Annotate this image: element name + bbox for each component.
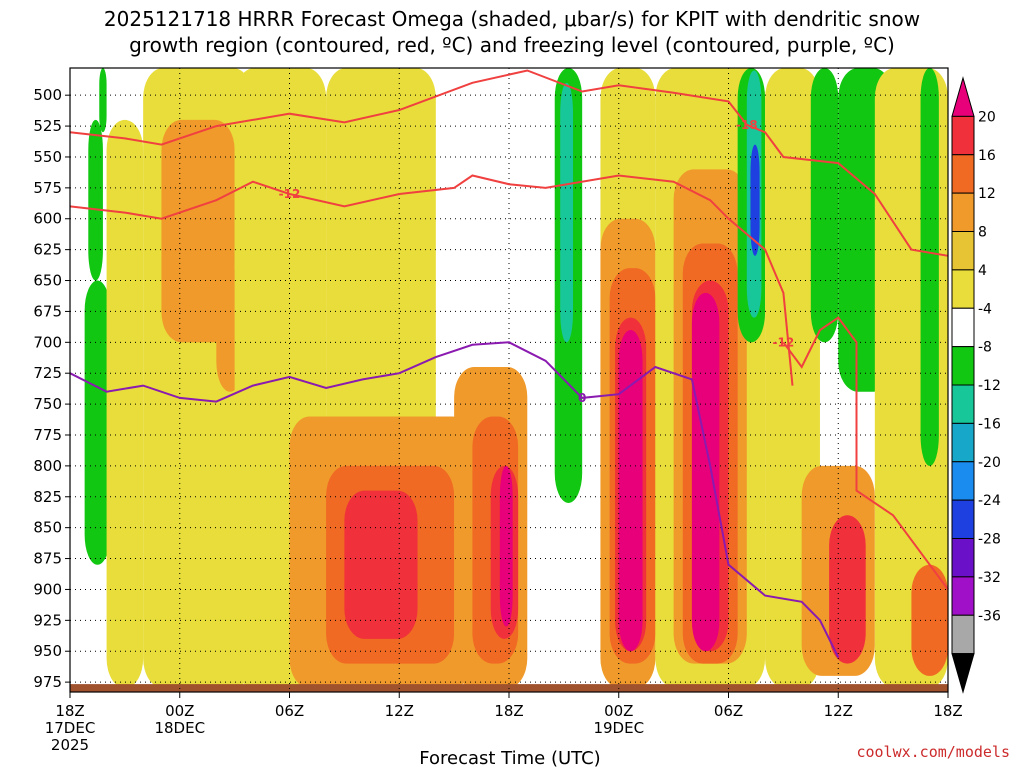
y-tick-label: 725 [33,364,62,382]
y-tick-label: 950 [33,642,62,660]
y-tick-label: 775 [33,426,62,444]
y-tick-label: 525 [33,117,62,135]
x-tick-label: 2025 [51,736,89,754]
colorbar-swatch [951,192,975,232]
colorbar-swatch [951,653,975,694]
x-tick-label: 00Z [165,702,194,720]
y-tick-label: 675 [33,302,62,320]
colorbar-tick-label: 16 [978,148,996,164]
y-axis-ticks: 500 525 550 575 600 625 650 675 700 725 750 775 800 8… [33,86,70,691]
x-tick-label: 18DEC [154,719,205,737]
x-tick-label: 12Z [824,702,853,720]
y-tick-label: 600 [33,210,62,228]
omega-colorbar: 20 16 12 8 4 -4 -8 -12 -16 -20 -24 -28 -32 -36 [951,76,1001,694]
colorbar-swatch [951,422,975,463]
y-tick-label: 875 [33,550,62,568]
x-tick-label: 19DEC [593,719,644,737]
omega-cell [99,68,107,133]
freezing-level-line [69,341,840,658]
dgz-contour-line [69,174,794,386]
omega-cell [920,68,939,466]
colorbar-tick-label: -8 [978,340,992,356]
omega-cell [88,119,103,281]
colorbar-tick-label: 12 [978,186,996,202]
y-tick-label: 550 [33,148,62,166]
omega-cell [344,490,418,639]
colorbar-swatch [951,115,975,156]
omega-cell [560,82,574,343]
x-tick-label: 06Z [714,702,743,720]
y-tick-label: 700 [33,333,62,351]
omega-cell [810,68,839,343]
omega-cell [106,119,144,689]
colorbar-tick-label: -28 [978,532,1001,548]
contour-layer: -18 -12 -12 0 [69,69,949,658]
omega-cell [161,119,235,343]
colorbar-tick-label: -32 [978,570,1001,586]
colorbar-swatch [951,76,975,117]
x-tick-label: 17DEC [45,719,96,737]
colorbar-swatch [951,461,975,501]
colorbar-tick-label: 8 [978,225,987,241]
colorbar-swatch [951,154,975,194]
omega-cell [618,329,643,652]
y-tick-label: 575 [33,179,62,197]
colorbar-swatch [951,384,975,424]
dgz-contour-line-label: -12 [773,335,795,349]
omega-cell [499,465,513,627]
dotted-gridlines [70,68,948,692]
colorbar-tick-label: -4 [978,301,992,317]
y-tick-label: 625 [33,241,62,259]
x-tick-label: 12Z [385,702,414,720]
colorbar-tick-label: -24 [978,493,1001,509]
y-tick-label: 800 [33,457,62,475]
colorbar-tick-label: -16 [978,416,1001,432]
x-tick-label: 00Z [604,702,633,720]
omega-cell [750,144,760,256]
y-tick-label: 650 [33,272,62,290]
freezing-level-line-label: 0 [578,391,586,405]
y-tick-label: 925 [33,611,62,629]
colorbar-tick-label: 20 [978,109,996,125]
y-tick-label: 900 [33,580,62,598]
y-tick-label: 975 [33,673,62,691]
omega-cell [829,515,866,664]
omega-cell [911,564,948,676]
colorbar-tick-label: -20 [978,455,1001,471]
colorbar-tick-label: 4 [978,263,987,279]
y-tick-label: 500 [33,86,62,104]
x-tick-label: 18Z [494,702,523,720]
colorbar-swatch [951,231,975,271]
omega-cell [691,292,720,652]
colorbar-swatch [951,576,975,616]
colorbar-swatch [951,269,975,309]
colorbar-swatch [951,538,975,578]
x-tick-label: 18Z [55,702,84,720]
omega-cell [84,280,111,565]
credit-text: coolwx.com/models [856,743,1010,761]
y-tick-label: 750 [33,395,62,413]
x-axis-label: Forecast Time (UTC) [419,748,600,768]
y-tick-label: 825 [33,488,62,506]
dgz-contour-line [69,69,949,257]
dgz-contour-line [782,316,949,590]
colorbar-swatch [951,346,975,386]
y-tick-label: 850 [33,519,62,537]
dgz-contour-line-label: -12 [279,187,301,201]
chart-title-line2: growth region (contoured, red, ºC) and f… [129,33,895,57]
colorbar-tick-label: -12 [978,378,1001,394]
chart-title-line1: 2025121718 HRRR Forecast Omega (shaded, … [104,7,920,31]
colorbar-tick-label: -36 [978,608,1001,624]
dgz-contour-line-label: -18 [736,118,758,132]
colorbar-swatch [951,614,975,655]
x-tick-label: 06Z [275,702,304,720]
x-tick-label: 18Z [933,702,962,720]
colorbar-swatch [951,307,975,348]
colorbar-swatch [951,499,975,539]
